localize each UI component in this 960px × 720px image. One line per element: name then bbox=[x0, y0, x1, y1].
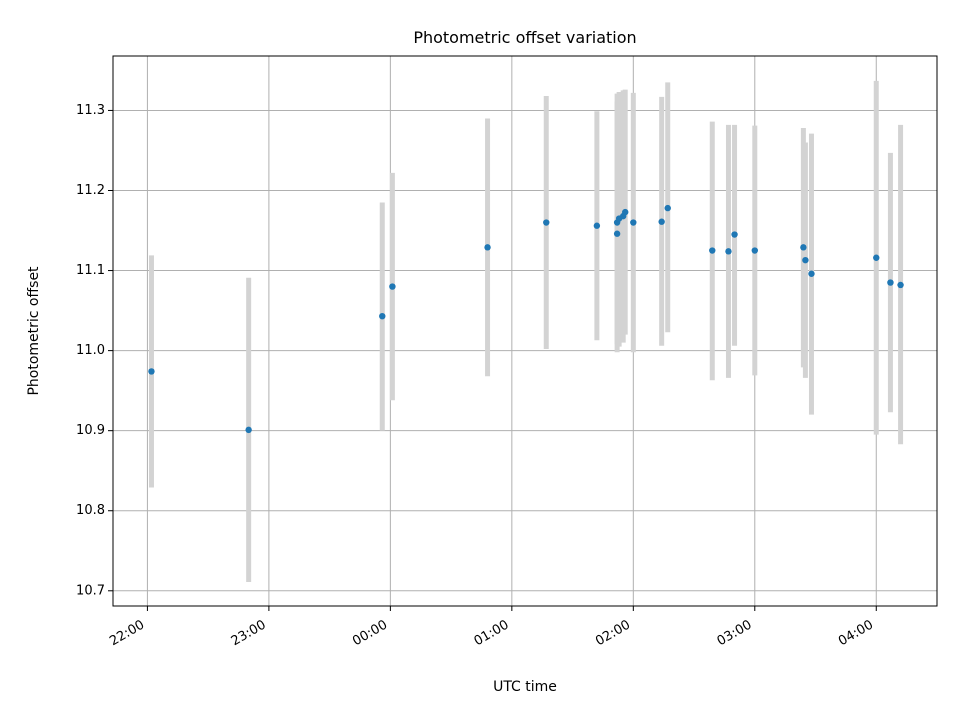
y-tick-label: 11.0 bbox=[76, 343, 105, 358]
data-point bbox=[887, 279, 894, 286]
data-point bbox=[800, 244, 807, 251]
data-point bbox=[379, 312, 386, 320]
data-point bbox=[484, 244, 491, 251]
y-tick-label: 11.1 bbox=[76, 263, 105, 278]
data-point bbox=[593, 222, 601, 229]
data-point bbox=[751, 247, 758, 254]
data-point bbox=[658, 218, 665, 225]
data-point bbox=[709, 247, 716, 254]
y-tick-label: 11.2 bbox=[76, 183, 105, 198]
plot-frame bbox=[112, 55, 938, 607]
data-point bbox=[873, 254, 880, 261]
data-point bbox=[245, 426, 252, 434]
x-axis-label: UTC time bbox=[493, 679, 557, 695]
data-point bbox=[808, 270, 815, 277]
y-tick-label: 10.7 bbox=[76, 583, 105, 598]
chart-title: Photometric offset variation bbox=[413, 28, 636, 47]
data-point bbox=[543, 219, 550, 226]
data-point bbox=[897, 281, 904, 289]
y-tick-label: 11.3 bbox=[76, 103, 105, 118]
data-point bbox=[664, 204, 671, 212]
data-point bbox=[613, 230, 621, 237]
y-axis-label: Photometric offset bbox=[26, 266, 42, 396]
data-point bbox=[630, 219, 637, 226]
y-tick-label: 10.8 bbox=[76, 503, 105, 518]
data-point bbox=[802, 256, 809, 264]
data-point bbox=[389, 283, 396, 290]
data-point bbox=[148, 368, 155, 375]
data-point bbox=[622, 208, 629, 216]
data-point bbox=[731, 231, 738, 238]
data-point bbox=[725, 248, 732, 255]
data-points bbox=[148, 204, 904, 434]
y-tick-label: 10.9 bbox=[76, 423, 105, 438]
